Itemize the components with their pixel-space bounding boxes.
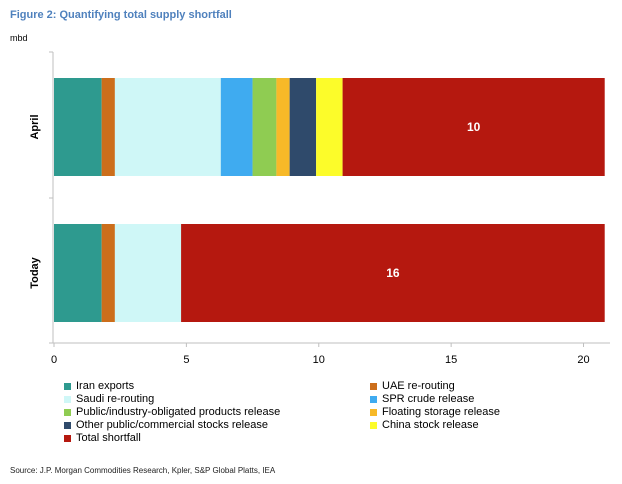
legend-item-other-public-commercial-stocks-release: Other public/commercial stocks release [64,419,268,431]
data-label-today: 16 [386,266,400,280]
bar-april-china-stock-release [316,78,343,176]
legend-item-public-industry-obligated-products-release: Public/industry-obligated products relea… [64,406,280,418]
category-label-today: Today [29,256,41,288]
bar-today-uae-re-routing [101,224,115,322]
bar-april-spr-crude-release [220,78,253,176]
unit-label: mbd [10,33,28,43]
chart-title: Figure 2: Quantifying total supply short… [10,9,232,21]
legend-item-china-stock-release: China stock release [370,419,479,431]
legend-item-saudi-re-routing: Saudi re-routing [64,393,154,405]
bar-today-total-shortfall [181,224,605,322]
legend-label: Total shortfall [76,432,141,444]
x-tick-label: 20 [577,354,589,366]
bar-april-uae-re-routing [101,78,115,176]
category-label-april: April [29,114,41,139]
x-tick-label: 10 [313,354,325,366]
bar-april-iran-exports [54,78,102,176]
legend-swatch [64,382,71,390]
bar-april-public-industry-obligated-products-release [252,78,277,176]
source-note: Source: J.P. Morgan Commodities Research… [10,466,276,475]
legend-swatch [370,395,377,403]
bar-april-floating-storage-release [276,78,290,176]
x-tick-label: 5 [183,354,189,366]
bar-april-other-public-commercial-stocks-release [289,78,317,176]
legend-item-uae-re-routing: UAE re-routing [370,380,455,392]
legend-item-floating-storage-release: Floating storage release [370,406,500,418]
legend-label: Other public/commercial stocks release [76,419,268,431]
stacked-bar-chart: 0 5 10 15 20 10 April 16 Today [29,51,610,366]
legend-label: UAE re-routing [382,380,455,392]
legend-swatch [64,395,71,403]
legend-swatch [64,434,71,442]
bar-today-saudi-re-routing [114,224,182,322]
legend-label: Floating storage release [382,406,501,418]
legend-label: China stock release [382,419,479,431]
legend-swatch [64,421,71,429]
x-tick-label: 15 [445,354,457,366]
legend-item-total-shortfall: Total shortfall [64,432,141,444]
legend-swatch [370,421,377,429]
legend-label: Saudi re-routing [76,393,155,405]
legend-swatch [370,408,377,416]
legend-label: Public/industry-obligated products relea… [76,406,281,418]
legend-swatch [64,408,71,416]
bar-april-saudi-re-routing [114,78,221,176]
legend-item-spr-crude-release: SPR crude release [370,393,474,405]
data-label-april: 10 [467,120,481,134]
legend-item-iran-exports: Iran exports [64,380,134,392]
x-tick-label: 0 [51,354,57,366]
legend-label: Iran exports [76,380,135,392]
legend-swatch [370,382,377,390]
legend-label: SPR crude release [382,393,475,405]
bar-april-total-shortfall [342,78,605,176]
bar-today-iran-exports [54,224,102,322]
